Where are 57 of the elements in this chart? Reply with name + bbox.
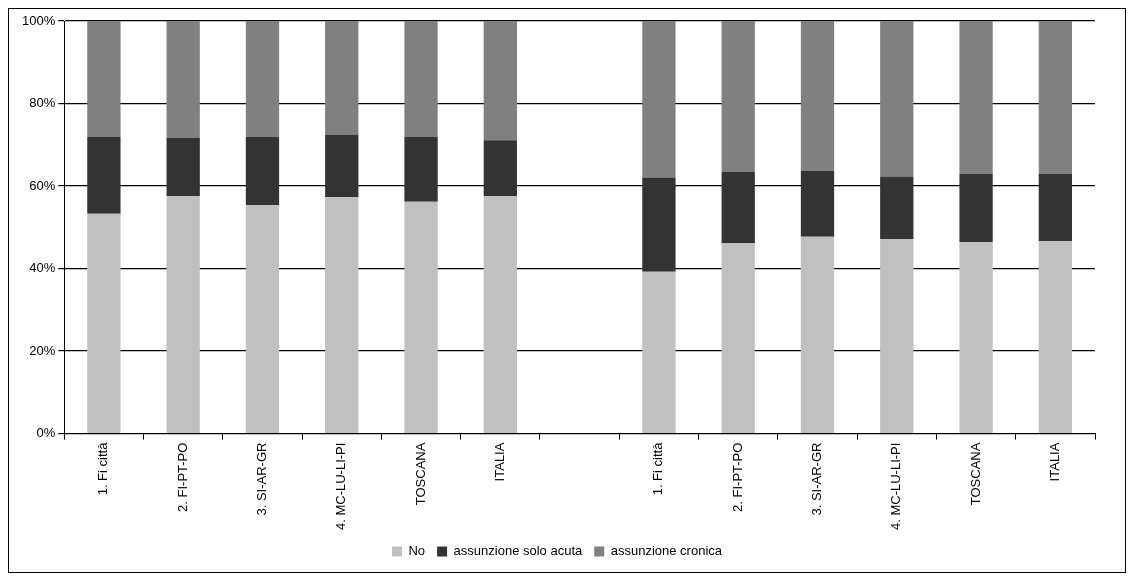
bar	[800, 236, 835, 433]
bar	[87, 136, 121, 214]
bar	[404, 201, 438, 433]
bar	[325, 21, 359, 135]
bar	[721, 21, 755, 173]
bar	[325, 197, 359, 433]
y-tick-label: 80%	[29, 95, 56, 111]
legend-label: assunzione solo acuta	[453, 543, 584, 559]
y-tick-label: 20%	[29, 342, 56, 358]
legend-label: No	[408, 543, 426, 559]
bar	[642, 177, 676, 272]
y-tick-label: 0%	[36, 425, 56, 441]
x-tick-label: 2. FI-PT-PO	[729, 442, 745, 512]
bar	[1038, 174, 1073, 241]
bar	[404, 136, 438, 202]
bar	[483, 196, 517, 433]
bar	[880, 176, 914, 240]
bar	[483, 140, 517, 197]
bar	[1038, 21, 1073, 175]
bar	[880, 239, 914, 433]
x-tick-label: TOSCANA	[967, 442, 983, 506]
bar	[87, 213, 121, 433]
bar	[166, 137, 200, 197]
bar	[880, 21, 914, 177]
bar	[166, 21, 200, 138]
bar	[642, 21, 676, 178]
x-tick-label: ITALIA	[491, 442, 507, 482]
y-tick-label: 60%	[29, 177, 56, 193]
bar	[87, 21, 121, 137]
x-tick-label: 4. MC-LU-LI-PI	[888, 442, 904, 531]
legend-label: assunzione cronica	[610, 543, 723, 559]
bar	[483, 21, 517, 141]
bar	[1038, 240, 1073, 433]
y-tick-label: 40%	[29, 260, 56, 276]
bar	[642, 271, 676, 433]
x-tick-label: 1. Fi città	[95, 441, 111, 496]
bar	[325, 134, 359, 198]
bar	[245, 136, 280, 206]
x-tick-label: ITALIA	[1046, 442, 1062, 482]
bar	[959, 21, 993, 175]
x-tick-label: 3. SI-AR-GR	[809, 442, 825, 516]
bar	[800, 21, 835, 171]
x-tick-label: 4. MC-LU-LI-PI	[333, 442, 349, 531]
y-tick-label: 100%	[22, 12, 56, 28]
x-tick-label: 3. SI-AR-GR	[254, 442, 270, 516]
bar	[721, 172, 755, 243]
x-tick-label: 1. Fi città	[650, 441, 666, 496]
bar	[959, 174, 993, 243]
bar	[245, 205, 280, 433]
bar	[800, 170, 835, 237]
x-tick-label: TOSCANA	[412, 442, 428, 506]
bar	[245, 21, 280, 137]
bar	[166, 196, 200, 433]
bar	[721, 242, 755, 433]
x-tick-label: 2. FI-PT-PO	[174, 442, 190, 512]
bar	[404, 21, 438, 137]
bar	[959, 242, 993, 433]
